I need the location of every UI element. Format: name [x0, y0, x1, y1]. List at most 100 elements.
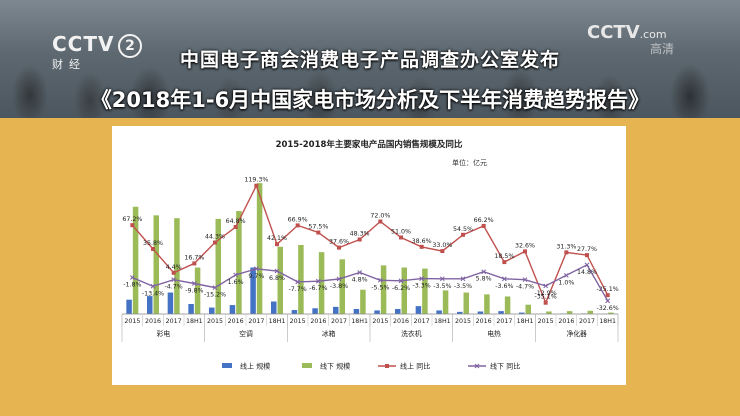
bars-layer	[126, 183, 614, 314]
bar-online-scale	[167, 292, 174, 314]
online-yoy-data-label: 18.5%	[494, 253, 514, 260]
online-yoy-point	[481, 223, 486, 228]
online-yoy-point	[564, 250, 569, 255]
offline-yoy-data-label: -1.8%	[123, 281, 141, 288]
bar-online-scale	[333, 306, 339, 314]
x-tick-label: 18H1	[269, 318, 286, 325]
chart-panel: 2015-2018年主要家电产品国内销售规模及同比 单位：亿元 67.2% 35.…	[112, 126, 626, 385]
x-tick-label: 2015	[290, 318, 306, 325]
bar-offline-scale	[153, 215, 159, 314]
legend-label: 线下 规模	[320, 362, 350, 371]
bar-offline-scale	[215, 218, 221, 314]
offline-yoy-data-label: -3.5%	[454, 283, 472, 290]
bar-offline-scale	[194, 267, 201, 314]
online-yoy-data-label: 66.2%	[474, 217, 494, 224]
x-tick-label: 2015	[538, 318, 554, 325]
online-yoy-data-label: 119.3%	[244, 177, 268, 184]
online-yoy-data-label: 54.5%	[453, 226, 473, 233]
legend-swatch	[302, 363, 312, 368]
cctv2-logo: CCTV 2	[52, 32, 143, 58]
offline-yoy-point	[439, 276, 445, 282]
online-yoy-point	[275, 242, 279, 247]
bar-offline-scale	[318, 252, 325, 314]
online-yoy-point	[192, 261, 197, 266]
bar-online-scale	[477, 311, 484, 314]
offline-yoy-point	[212, 285, 218, 291]
online-yoy-data-label: 32.6%	[515, 242, 535, 249]
bar-offline-scale	[442, 290, 449, 314]
legend-swatch	[222, 363, 232, 368]
offline-yoy-data-label: -12.9%	[535, 290, 557, 297]
online-yoy-data-label: 16.7%	[184, 254, 204, 261]
offline-yoy-point	[398, 278, 404, 284]
x-group-label: 净化器	[566, 329, 587, 338]
offline-yoy-data-label: -9.8%	[185, 288, 203, 295]
offline-yoy-point	[605, 298, 611, 304]
online-yoy-data-label: 67.2%	[122, 216, 142, 223]
online-yoy-data-label: 4.4%	[166, 264, 182, 271]
offline-yoy-point	[295, 279, 301, 285]
offline-yoy-point	[419, 276, 425, 281]
x-tick-label: 18H1	[599, 318, 616, 325]
bar-offline-scale	[360, 289, 366, 314]
offline-yoy-data-label: 5.8%	[476, 276, 492, 283]
online-yoy-data-label: 37.6%	[329, 239, 349, 246]
bar-online-scale	[312, 308, 318, 314]
offline-yoy-data-label: 9.7%	[248, 273, 264, 280]
offline-yoy-data-label: -3.5%	[433, 283, 451, 290]
offline-yoy-point	[191, 281, 197, 286]
bar-offline-scale	[132, 206, 139, 314]
x-tick-label: 2015	[207, 318, 223, 325]
bar-offline-scale	[339, 259, 345, 314]
offline-yoy-point	[377, 277, 383, 283]
header-banner: CCTV 2 财经 CCTV.com 高清 中国电子商会消费电子产品调查办公室发布…	[0, 0, 740, 118]
online-yoy-point	[419, 244, 424, 249]
online-yoy-data-label: 44.3%	[205, 234, 225, 241]
bar-offline-scale	[504, 296, 511, 314]
bar-offline-scale	[587, 310, 593, 314]
x-tick-label: 2015	[124, 318, 140, 325]
offline-yoy-data-label: -4.7%	[165, 284, 183, 291]
x-tick-label: 2016	[145, 318, 161, 325]
legend-marker	[385, 364, 389, 368]
online-yoy-point	[399, 235, 403, 240]
bar-offline-scale	[174, 218, 180, 314]
bar-online-scale	[353, 308, 360, 314]
offline-yoy-data-label: -5.5%	[371, 284, 389, 291]
bar-offline-scale	[546, 311, 552, 314]
online-yoy-data-label: 72.0%	[370, 213, 390, 220]
online-yoy-data-label: 33.0%	[432, 242, 452, 249]
online-yoy-data-label: 38.6%	[412, 238, 432, 245]
lines-layer: 67.2% 35.8% 4.4%16.7% 44.3% 64.8% 119.3% 42.1%…	[122, 177, 618, 312]
offline-yoy-data-label: -15.2%	[204, 292, 226, 299]
offline-yoy-point	[274, 268, 280, 274]
x-tick-label: 18H1	[351, 318, 368, 325]
sales-chart: 2015-2018年主要家电产品国内销售规模及同比 单位：亿元 67.2% 35.…	[121, 139, 619, 371]
offline-yoy-data-label: -3.6%	[495, 283, 513, 290]
online-yoy-data-label: 27.7%	[577, 246, 597, 253]
online-yoy-point	[461, 232, 465, 237]
bar-online-scale	[374, 310, 380, 314]
online-yoy-point	[337, 245, 341, 250]
bar-online-scale	[147, 296, 153, 314]
offline-yoy-point	[357, 270, 363, 275]
x-tick-label: 2016	[310, 318, 326, 325]
background-crowd-photo	[0, 0, 740, 118]
offline-yoy-data-label: -3.3%	[413, 283, 431, 290]
x-tick-label: 2015	[455, 318, 471, 325]
online-yoy-point	[585, 253, 589, 258]
x-tick-label: 2016	[558, 318, 574, 325]
legend-label: 线上 规模	[240, 362, 270, 371]
online-yoy-point	[254, 183, 259, 188]
offline-yoy-data-label: -13.4%	[142, 290, 164, 297]
offline-yoy-data-label: -3.8%	[330, 283, 348, 290]
x-tick-label: 2015	[372, 318, 388, 325]
x-tick-label: 2017	[331, 318, 347, 325]
x-tick-label: 2017	[248, 318, 264, 325]
bar-online-scale	[229, 305, 236, 314]
offline-yoy-point	[129, 275, 135, 280]
bar-online-scale	[209, 307, 215, 314]
bar-offline-scale	[401, 267, 407, 314]
bar-offline-scale	[463, 292, 469, 314]
offline-yoy-point	[233, 272, 239, 278]
